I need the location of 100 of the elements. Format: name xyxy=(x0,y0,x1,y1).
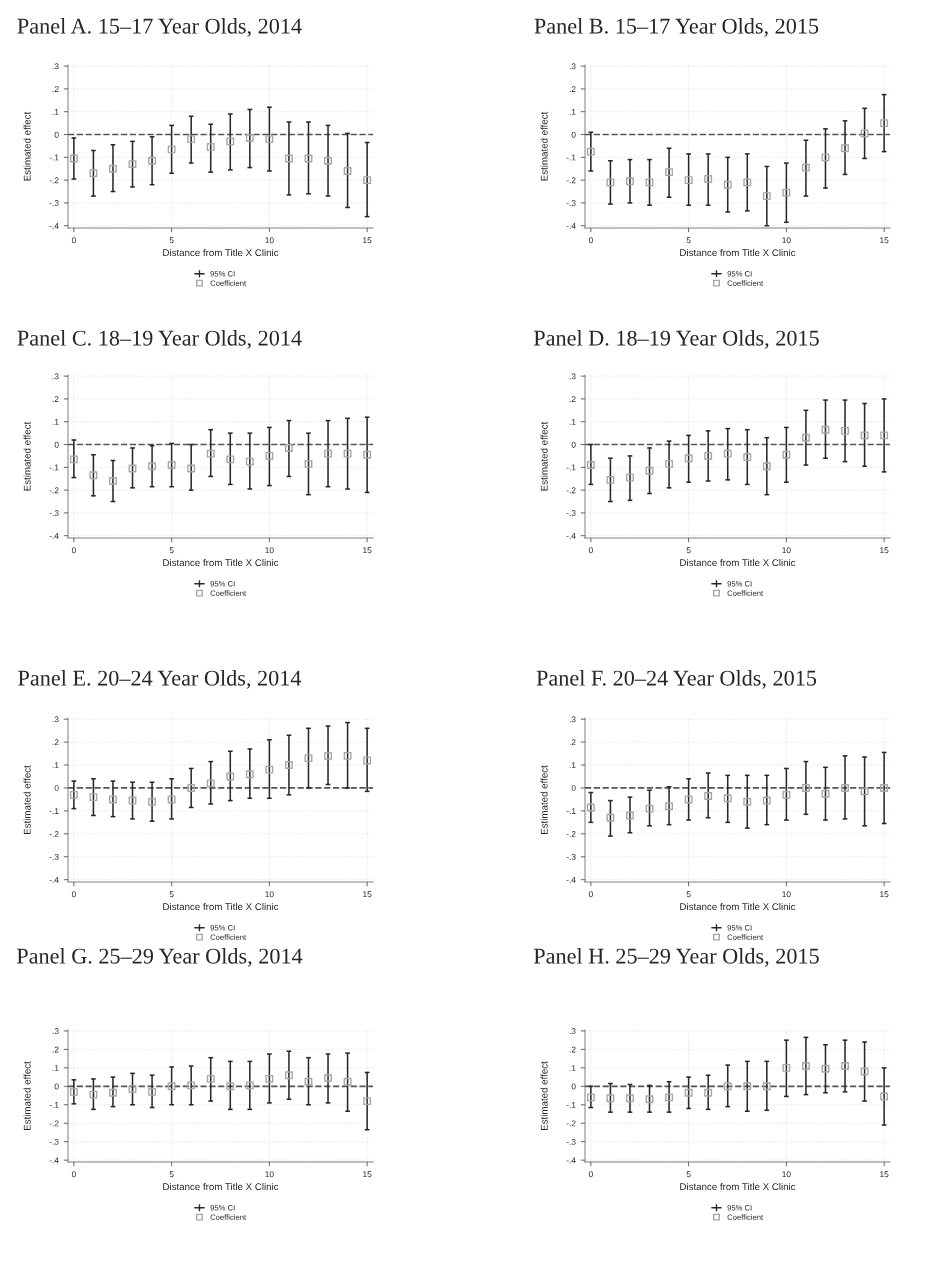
y-tick-label: 0 xyxy=(54,441,59,448)
y-tick-label: -.4 xyxy=(566,876,576,883)
y-tick-label: 0 xyxy=(571,1083,576,1090)
y-tick-label: .3 xyxy=(52,373,59,380)
y-axis-title: Estimated effect xyxy=(540,765,548,834)
x-tick-label: 10 xyxy=(265,237,274,244)
y-tick-label: -.2 xyxy=(566,487,576,494)
y-axis-title: Estimated effect xyxy=(23,111,31,181)
y-tick-label: -.1 xyxy=(566,1102,576,1108)
y-tick-label: -.4 xyxy=(49,533,59,539)
y-tick-label: -.4 xyxy=(566,1157,576,1164)
x-tick-label: 0 xyxy=(588,237,593,244)
x-axis-title: Distance from Title X Clinic xyxy=(163,1182,279,1191)
x-tick-label: 0 xyxy=(588,1171,593,1178)
y-tick-label: .2 xyxy=(569,396,576,402)
y-tick-label: -.2 xyxy=(49,177,59,184)
y-tick-label: .1 xyxy=(52,109,59,115)
chart-title: Panel E. 20–24 Year Olds, 2014 xyxy=(18,670,302,689)
y-tick-label: .1 xyxy=(52,1065,59,1071)
x-tick-label: 15 xyxy=(880,237,889,244)
x-tick-label: 5 xyxy=(686,891,691,898)
y-tick-label: 0 xyxy=(54,131,59,138)
y-tick-label: .1 xyxy=(569,109,576,115)
x-tick-label: 0 xyxy=(71,547,76,554)
x-tick-label: 0 xyxy=(588,891,593,898)
chart-title: Panel G. 25–29 Year Olds, 2014 xyxy=(16,948,303,967)
x-axis-title: Distance from Title X Clinic xyxy=(680,1182,796,1191)
y-tick-label: -.2 xyxy=(566,831,576,837)
y-tick-label: -.3 xyxy=(566,853,576,860)
y-axis-title: Estimated effect xyxy=(540,1061,548,1130)
x-axis-title: Distance from Title X Clinic xyxy=(680,902,796,911)
y-tick-label: -.2 xyxy=(566,1120,576,1127)
x-axis-title: Distance from Title X Clinic xyxy=(163,248,279,257)
y-tick-label: .2 xyxy=(52,1046,59,1053)
y-tick-label: .2 xyxy=(569,739,576,746)
x-tick-label: 15 xyxy=(363,891,372,898)
x-tick-label: 0 xyxy=(588,547,593,554)
x-tick-label: 5 xyxy=(686,1171,691,1178)
x-tick-label: 10 xyxy=(265,891,274,898)
y-tick-label: .2 xyxy=(52,86,59,92)
x-tick-label: 15 xyxy=(880,891,889,898)
y-tick-label: -.4 xyxy=(49,1157,59,1164)
x-tick-label: 5 xyxy=(169,1171,174,1178)
y-axis-title: Estimated effect xyxy=(23,421,31,491)
x-tick-label: 5 xyxy=(169,237,174,244)
y-tick-label: .2 xyxy=(52,739,59,746)
x-tick-label: 10 xyxy=(782,547,791,554)
y-tick-label: .1 xyxy=(52,762,59,769)
y-tick-label: -.1 xyxy=(566,808,576,814)
x-tick-label: 0 xyxy=(71,891,76,898)
y-tick-label: -.3 xyxy=(49,1138,59,1145)
x-tick-label: 0 xyxy=(71,1171,76,1178)
y-tick-label: .2 xyxy=(52,396,59,402)
y-tick-label: .3 xyxy=(52,1028,59,1035)
y-tick-label: -.2 xyxy=(49,487,59,494)
y-tick-label: .3 xyxy=(569,63,576,70)
x-tick-label: 5 xyxy=(169,891,174,898)
y-tick-label: .3 xyxy=(52,63,59,70)
x-axis-title: Distance from Title X Clinic xyxy=(680,248,796,257)
y-tick-label: -.1 xyxy=(49,808,59,814)
y-axis-title: Estimated effect xyxy=(540,111,548,181)
y-tick-label: -.3 xyxy=(49,200,59,207)
y-tick-label: 0 xyxy=(54,785,59,792)
x-tick-label: 10 xyxy=(782,891,791,898)
y-tick-label: -.4 xyxy=(49,223,59,229)
y-tick-label: .3 xyxy=(569,1028,576,1035)
y-tick-label: -.1 xyxy=(49,1102,59,1108)
x-tick-label: 5 xyxy=(169,547,174,554)
y-tick-label: 0 xyxy=(571,785,576,792)
x-tick-label: 15 xyxy=(363,237,372,244)
y-tick-label: -.1 xyxy=(566,464,576,471)
x-axis-title: Distance from Title X Clinic xyxy=(163,558,279,567)
y-tick-label: -.1 xyxy=(49,464,59,471)
y-axis-title: Estimated effect xyxy=(23,765,31,834)
y-tick-label: .3 xyxy=(569,373,576,380)
chart-title: Panel D. 18–19 Year Olds, 2015 xyxy=(533,330,819,349)
y-tick-label: -.3 xyxy=(49,510,59,517)
y-tick-label: .2 xyxy=(569,1046,576,1053)
y-tick-label: -.1 xyxy=(566,154,576,161)
x-tick-label: 5 xyxy=(686,547,691,554)
y-tick-label: .2 xyxy=(569,86,576,92)
y-tick-label: -.4 xyxy=(49,876,59,883)
y-tick-label: .3 xyxy=(569,716,576,723)
y-axis-title: Estimated effect xyxy=(23,1061,31,1130)
y-tick-label: .1 xyxy=(569,419,576,425)
x-tick-label: 10 xyxy=(782,237,791,244)
x-tick-label: 5 xyxy=(686,237,691,244)
y-tick-label: -.4 xyxy=(566,223,576,229)
x-tick-label: 15 xyxy=(880,1171,889,1178)
y-tick-label: -.3 xyxy=(49,853,59,860)
y-tick-label: -.4 xyxy=(566,533,576,539)
x-axis-title: Distance from Title X Clinic xyxy=(163,902,279,911)
y-tick-label: -.2 xyxy=(49,831,59,837)
y-tick-label: 0 xyxy=(54,1083,59,1090)
chart-title: Panel A. 15–17 Year Olds, 2014 xyxy=(17,18,302,37)
chart-title: Panel B. 15–17 Year Olds, 2015 xyxy=(534,18,819,37)
y-axis-title: Estimated effect xyxy=(540,421,548,491)
x-tick-label: 10 xyxy=(782,1171,791,1178)
chart-title: Panel H. 25–29 Year Olds, 2015 xyxy=(533,948,819,967)
y-tick-label: 0 xyxy=(571,441,576,448)
